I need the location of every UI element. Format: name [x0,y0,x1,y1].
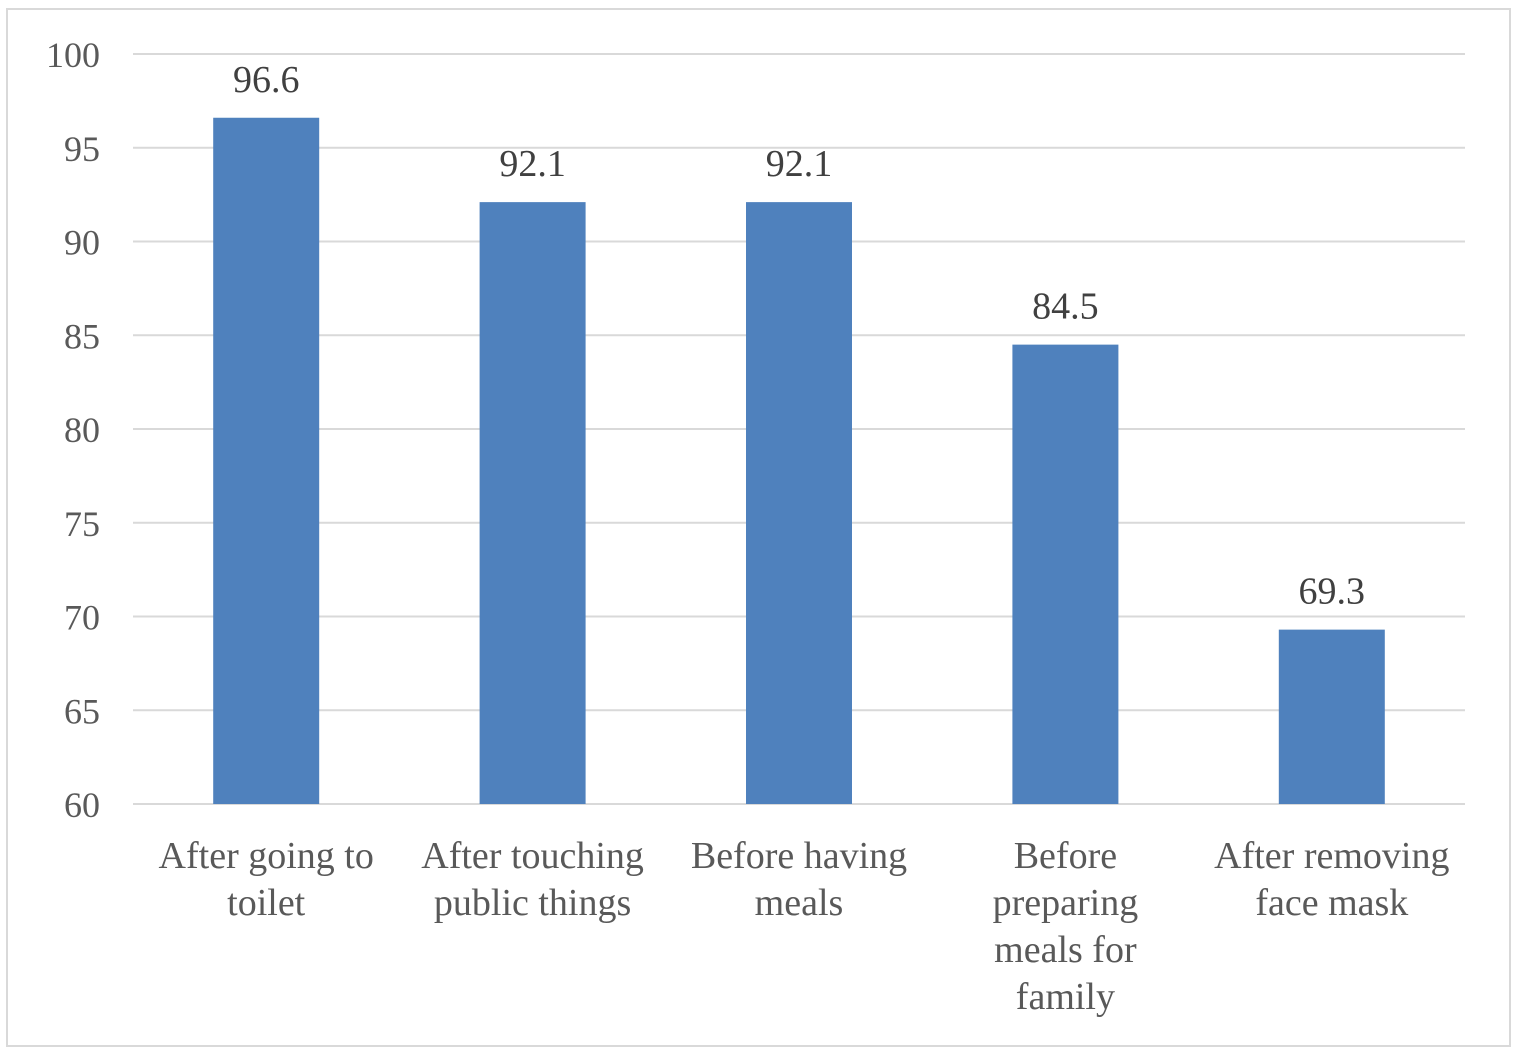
category-label: After removing [1214,835,1449,877]
category-label: After touching [421,835,644,877]
category-label: face mask [1255,882,1408,924]
y-tick-label: 95 [64,129,100,169]
category-label: meals [755,882,844,924]
category-label: preparing [993,882,1139,924]
data-label: 92.1 [499,143,566,185]
y-tick-label: 75 [64,504,100,544]
y-tick-label: 60 [64,785,100,825]
category-label: Before having [691,835,907,877]
category-label: After going to [159,835,374,877]
data-label: 96.6 [233,59,300,101]
bar [746,202,852,804]
data-labels: 96.6 92.1 92.1 84.5 69.3 [233,59,1365,613]
data-label: 92.1 [766,143,833,185]
category-labels: After going to toilet After touching public… [159,835,1450,1018]
y-tick-label: 70 [64,598,100,638]
category-label: toilet [227,882,306,924]
y-tick-label: 65 [64,691,100,731]
category-label: public things [434,882,631,924]
bar [1278,629,1385,804]
y-axis-ticks: 60 65 70 75 80 85 90 95 100 [46,35,100,825]
y-tick-label: 80 [64,410,100,450]
bar [479,202,586,804]
category-label: meals for [994,929,1137,971]
bars [213,117,1385,804]
y-tick-label: 90 [64,223,100,263]
category-label: family [1016,976,1115,1018]
bar [1012,344,1119,804]
y-tick-label: 100 [46,35,100,75]
y-tick-label: 85 [64,316,100,356]
data-label: 69.3 [1299,571,1366,613]
bar [213,117,320,804]
category-label: Before [1014,835,1117,877]
data-label: 84.5 [1032,286,1099,328]
